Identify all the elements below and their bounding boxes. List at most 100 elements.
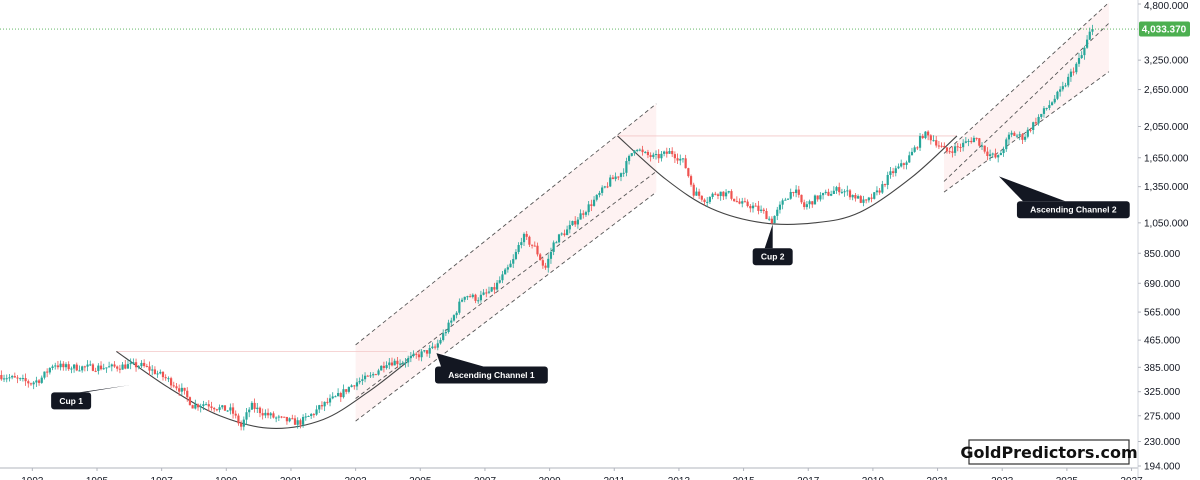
candle-body (1013, 132, 1016, 136)
candle-body (582, 213, 585, 215)
candle-body (304, 416, 307, 418)
candle-body (374, 374, 377, 376)
y-axis-ticks: 4,800.000 3,250.000 2,650.000 2,050.000 1,65… (1138, 1, 1189, 473)
candle-body (334, 396, 337, 398)
x-tick-label: 2009 (538, 476, 561, 480)
candle-body (186, 390, 189, 398)
candle-body (412, 353, 415, 357)
candle-body (601, 187, 604, 193)
x-tick-label: 2015 (732, 476, 755, 480)
x-tick-label: 2025 (1056, 476, 1079, 480)
candle-body (450, 320, 453, 323)
candle-body (520, 242, 523, 246)
candle-body (1088, 31, 1091, 40)
candle-body (318, 405, 321, 410)
candle-body (81, 366, 84, 371)
candle-body (256, 407, 259, 409)
candle-body (223, 405, 227, 411)
candle-body (369, 375, 372, 377)
candle-body (221, 405, 224, 408)
candle-body (964, 141, 967, 143)
candle-body (245, 412, 248, 420)
candle-body (299, 420, 302, 425)
candle-body (121, 364, 124, 370)
candle-body (19, 378, 22, 380)
candle-body (366, 375, 369, 377)
candle-body (202, 404, 205, 406)
candle-body (781, 200, 784, 205)
candle-body (673, 154, 676, 159)
candle-body (525, 233, 528, 237)
candle-body (598, 192, 601, 195)
candle-body (749, 206, 752, 209)
channel-line (355, 103, 657, 346)
candle-body (466, 296, 469, 298)
candle-body (46, 371, 49, 373)
candle-body (363, 375, 367, 380)
candle-body (959, 146, 962, 148)
candle-body (937, 145, 941, 147)
candle-body (108, 366, 111, 368)
candle-body (800, 194, 803, 203)
candle-body (584, 212, 588, 215)
candle-body (978, 138, 981, 146)
candle-body (469, 296, 472, 298)
candle-body (627, 155, 631, 162)
candle-body (703, 199, 706, 203)
candle-body (533, 245, 536, 247)
candle-body (935, 140, 938, 146)
candle-body (805, 204, 808, 208)
candle-body (1050, 102, 1054, 106)
candle-body (679, 158, 682, 161)
candle-body (218, 407, 221, 410)
candle-body (606, 186, 609, 188)
candle-body (875, 190, 879, 193)
candle-body (722, 191, 725, 197)
candle-body (948, 151, 951, 153)
candle-body (377, 370, 380, 375)
candle-body (1077, 58, 1081, 64)
candle-body (724, 192, 728, 197)
candle-body (320, 405, 324, 407)
candle-body (1061, 86, 1064, 90)
candle-body (415, 353, 418, 355)
candle-body (951, 151, 954, 153)
candle-body (151, 369, 154, 371)
candle-body (671, 151, 674, 155)
candle-body (407, 358, 410, 363)
candle-body (275, 417, 278, 419)
candle-body (924, 131, 927, 139)
candle-body (687, 168, 690, 177)
candle-body (773, 215, 776, 224)
candle-body (5, 378, 8, 380)
cup-curves (116, 135, 958, 429)
candle-body (1067, 76, 1070, 86)
candle-body (762, 209, 765, 212)
candle-body (816, 195, 819, 200)
channel-line (943, 22, 1110, 182)
candle-body (700, 195, 703, 200)
candle-body (873, 192, 876, 199)
candle-body (994, 153, 997, 158)
candle-body (62, 363, 65, 368)
y-tick-label: 1,650.000 (1144, 153, 1189, 164)
candle-body (835, 187, 838, 191)
candle-body (517, 245, 520, 252)
candle-body (514, 251, 518, 260)
candle-body (916, 147, 919, 149)
candle-body (824, 191, 827, 193)
candle-body (175, 386, 178, 389)
candle-body (1037, 116, 1040, 124)
candle-body (932, 140, 935, 142)
candle-body (692, 184, 695, 196)
candle-body (522, 233, 526, 243)
candle-body (576, 219, 579, 225)
candle-body (124, 364, 127, 369)
candle-body (310, 414, 313, 416)
candle-body (159, 371, 162, 374)
candle-body (331, 396, 334, 399)
candle-body (404, 362, 407, 364)
candle-body (528, 236, 531, 245)
candle-body (452, 315, 456, 321)
candle-body (867, 197, 870, 201)
